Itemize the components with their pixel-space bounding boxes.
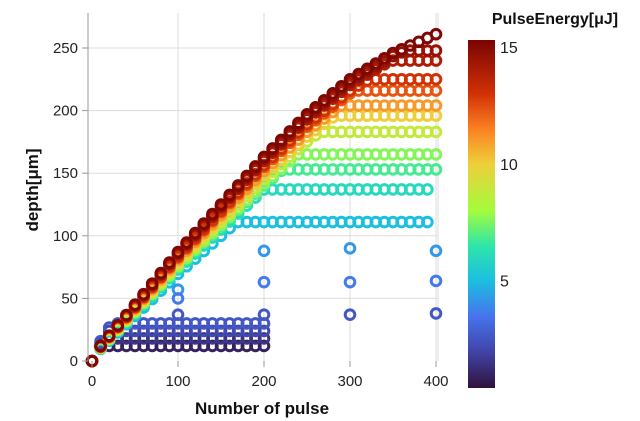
- data-point: [163, 256, 176, 269]
- data-point: [283, 125, 297, 138]
- x-axis-label: Number of pulse: [195, 399, 329, 418]
- y-tick-label: 200: [53, 103, 78, 120]
- data-point: [292, 116, 305, 130]
- data-point: [257, 308, 271, 321]
- data-point: [120, 308, 133, 322]
- data-point: [257, 324, 271, 338]
- y-tick-label: 100: [53, 228, 78, 245]
- data-point: [111, 319, 125, 332]
- data-point: [197, 217, 211, 230]
- data-point: [206, 207, 219, 221]
- data-point: [249, 160, 262, 173]
- axes: 0 100 200 300 400 0 50 100 150 200 250: [53, 13, 449, 390]
- data-point: [257, 150, 271, 164]
- data-point: [145, 277, 159, 290]
- data-point: [231, 179, 245, 192]
- data-point: [378, 51, 391, 65]
- data-point: [352, 67, 365, 81]
- data-point: [421, 183, 434, 196]
- x-tick-label: 300: [337, 373, 362, 390]
- y-tick-label: 150: [53, 165, 78, 182]
- x-tick-label: 100: [165, 373, 190, 390]
- data-point: [180, 236, 193, 249]
- data-point: [429, 244, 443, 258]
- colorbar-title: PulseEnergy[μJ]: [492, 11, 618, 28]
- data-point: [429, 84, 443, 97]
- data-point: [429, 125, 443, 139]
- y-tick-label: 250: [53, 40, 78, 57]
- data-point: [214, 198, 228, 211]
- x-tick-label: 400: [423, 373, 448, 390]
- data-point: [429, 163, 443, 176]
- data-point: [343, 242, 357, 255]
- y-tick-label: 0: [70, 353, 78, 370]
- data-point: [309, 101, 322, 114]
- data-point: [257, 339, 271, 353]
- data-point: [317, 94, 331, 107]
- data-point: [188, 226, 202, 240]
- data-point: [171, 308, 185, 321]
- data-point: [335, 80, 348, 93]
- data-point: [128, 298, 142, 311]
- data-point: [257, 275, 271, 289]
- data-point: [137, 287, 150, 301]
- data-point: [429, 27, 443, 41]
- data-point: [343, 73, 357, 86]
- data-point: [240, 169, 254, 183]
- colorbar-tick-label: 5: [500, 274, 509, 291]
- data-point: [154, 266, 168, 280]
- x-tick-label: 0: [88, 373, 96, 390]
- data-point: [94, 339, 107, 353]
- y-tick-label: 50: [61, 290, 78, 307]
- data-point: [421, 215, 434, 229]
- data-point: [102, 329, 116, 342]
- data-point: [429, 274, 443, 288]
- data-point: [369, 57, 383, 70]
- data-point: [343, 275, 357, 289]
- data-point: [171, 245, 185, 259]
- data-point: [223, 188, 236, 202]
- data-point: [360, 62, 374, 76]
- grid: [88, 13, 439, 361]
- data-point: [429, 44, 443, 57]
- data-point: [274, 133, 288, 147]
- colorbar: [468, 40, 495, 388]
- data-point: [429, 99, 443, 112]
- data-point: [429, 73, 443, 86]
- data-point: [257, 244, 271, 258]
- data-point: [257, 332, 271, 345]
- colorbar-ticks: 5 10 15: [500, 40, 518, 291]
- data-point: [326, 87, 340, 100]
- colorbar-tick-label: 15: [500, 40, 518, 57]
- data-point: [343, 308, 357, 321]
- x-tick-label: 200: [251, 373, 276, 390]
- data-point: [266, 142, 279, 155]
- colorbar-tick-label: 10: [500, 157, 518, 174]
- data-point: [171, 292, 185, 305]
- data-point: [429, 307, 443, 320]
- y-axis-label: depth[μm]: [23, 148, 42, 231]
- data-points: [85, 27, 443, 368]
- data-point: [300, 108, 314, 121]
- data-point: [429, 148, 443, 161]
